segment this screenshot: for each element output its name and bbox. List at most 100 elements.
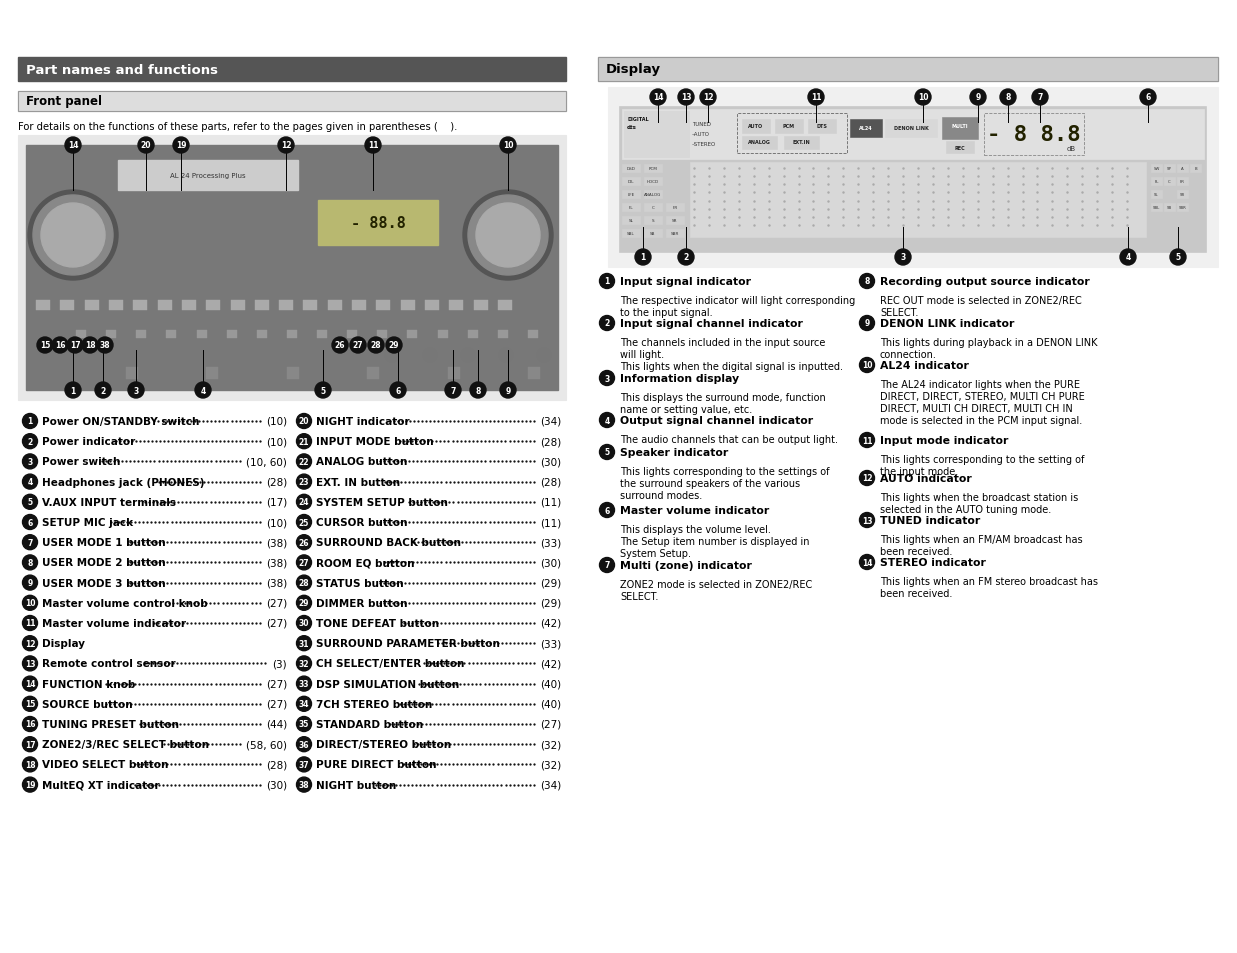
Text: STEREO indicator: STEREO indicator (880, 558, 986, 567)
Text: (42): (42) (539, 659, 562, 669)
Circle shape (808, 90, 824, 106)
Circle shape (22, 737, 37, 752)
Text: S: S (652, 219, 654, 223)
Bar (620, 108, 1206, 253)
Text: TUNING PRESET button: TUNING PRESET button (42, 720, 179, 729)
Text: 8: 8 (865, 277, 870, 286)
Text: 7: 7 (450, 386, 455, 395)
Text: 10: 10 (502, 141, 513, 151)
Circle shape (1119, 250, 1136, 266)
Bar (280, 301, 293, 311)
Text: 1: 1 (641, 253, 646, 262)
Text: DIL: DIL (627, 180, 635, 184)
Circle shape (66, 382, 80, 398)
Circle shape (600, 316, 615, 331)
Bar (197, 331, 207, 338)
Text: SETUP MIC jack: SETUP MIC jack (42, 517, 134, 527)
Text: The respective indicator will light corresponding: The respective indicator will light corr… (620, 295, 855, 306)
Circle shape (860, 316, 875, 331)
Bar (287, 368, 299, 379)
Circle shape (22, 677, 37, 691)
Text: (32): (32) (539, 760, 562, 770)
Bar (207, 301, 220, 311)
Bar (353, 301, 366, 311)
Bar (426, 301, 439, 311)
Circle shape (385, 349, 400, 363)
Bar (946, 142, 974, 153)
Text: Front panel: Front panel (26, 95, 101, 109)
Text: 38: 38 (298, 781, 309, 789)
Text: 2: 2 (683, 253, 689, 262)
Bar (84, 301, 99, 311)
Bar (884, 120, 936, 138)
Circle shape (1032, 90, 1048, 106)
Circle shape (33, 195, 113, 275)
Bar (19, 91, 567, 112)
Bar (784, 137, 819, 150)
Text: Recording output source indicator: Recording output source indicator (880, 276, 1090, 287)
Text: 6: 6 (27, 518, 32, 527)
Circle shape (499, 349, 513, 363)
Text: TUNED indicator: TUNED indicator (880, 516, 980, 525)
Bar (1150, 178, 1162, 186)
Text: 2: 2 (605, 319, 610, 328)
Text: 25: 25 (299, 518, 309, 527)
Bar (126, 368, 139, 379)
Text: 22: 22 (299, 457, 309, 466)
Text: name or setting value, etc.: name or setting value, etc. (620, 405, 752, 415)
Bar (377, 331, 387, 338)
Text: 37: 37 (298, 760, 309, 769)
Bar (376, 301, 391, 311)
Text: Power indicator: Power indicator (42, 436, 135, 447)
Text: 5: 5 (605, 448, 610, 457)
Text: 5: 5 (27, 497, 32, 507)
Text: STATUS button: STATUS button (315, 578, 403, 588)
Text: SYSTEM SETUP button: SYSTEM SETUP button (315, 497, 448, 507)
Circle shape (297, 636, 312, 651)
Text: (17): (17) (266, 497, 287, 507)
Circle shape (28, 191, 118, 281)
Text: Master volume indicator: Master volume indicator (42, 618, 186, 628)
Circle shape (66, 138, 80, 153)
Text: 35: 35 (299, 720, 309, 729)
Text: 19: 19 (176, 141, 187, 151)
Circle shape (600, 274, 615, 289)
Text: (30): (30) (266, 780, 287, 790)
Bar (597, 58, 1218, 82)
Text: (34): (34) (539, 780, 562, 790)
Bar (19, 136, 567, 400)
Text: mode is selected in the PCM input signal.: mode is selected in the PCM input signal… (880, 416, 1082, 426)
Text: 12: 12 (281, 141, 291, 151)
Text: (11): (11) (539, 497, 562, 507)
Text: SURROUND PARAMETER button: SURROUND PARAMETER button (315, 639, 500, 649)
Circle shape (22, 435, 37, 449)
Text: 2: 2 (27, 437, 32, 446)
Text: This lights when the digital signal is inputted.: This lights when the digital signal is i… (620, 361, 842, 372)
Circle shape (970, 90, 986, 106)
Text: 12: 12 (862, 474, 872, 483)
Text: 29: 29 (388, 341, 400, 350)
Text: ROOM EQ button: ROOM EQ button (315, 558, 414, 568)
Circle shape (649, 90, 666, 106)
Text: will light.: will light. (620, 350, 664, 359)
Bar (808, 120, 836, 133)
Bar (983, 113, 1084, 156)
Text: DIRECT, MULTI CH DIRECT, MULTI CH IN: DIRECT, MULTI CH DIRECT, MULTI CH IN (880, 403, 1072, 414)
Circle shape (297, 717, 312, 732)
Text: The channels included in the input source: The channels included in the input sourc… (620, 337, 825, 348)
Text: 20: 20 (141, 141, 151, 151)
Circle shape (173, 138, 189, 153)
Text: USER MODE 3 button: USER MODE 3 button (42, 578, 166, 588)
Text: 31: 31 (299, 639, 309, 648)
Text: Display: Display (606, 64, 661, 76)
Circle shape (999, 90, 1016, 106)
Bar (407, 331, 417, 338)
Circle shape (500, 138, 516, 153)
Text: SR: SR (1180, 193, 1185, 196)
Text: AL 24 Processing Plus: AL 24 Processing Plus (171, 172, 246, 179)
Text: (28): (28) (266, 477, 287, 487)
Text: SURROUND BACK button: SURROUND BACK button (315, 537, 461, 548)
Text: 29: 29 (299, 598, 309, 608)
Circle shape (22, 697, 37, 712)
Text: 9: 9 (976, 93, 981, 102)
